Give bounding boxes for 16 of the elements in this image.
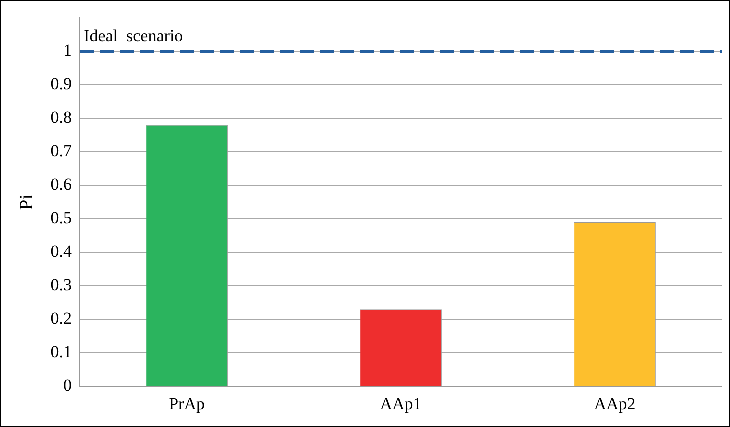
- y-tick-label: 0.5: [50, 208, 72, 228]
- y-tick-label: 1: [64, 41, 72, 60]
- y-tick-label: 0: [64, 376, 72, 396]
- y-tick-label: 0.8: [50, 108, 72, 128]
- y-tick-label: 0.7: [50, 142, 73, 161]
- y-tick-label: 0.2: [50, 309, 72, 328]
- x-tick-label: AAp1: [380, 394, 422, 414]
- y-axis-title: Pi: [16, 194, 38, 210]
- y-tick-label: 0.9: [50, 74, 72, 94]
- y-tick-label: 0.1: [50, 342, 72, 362]
- x-tick-label: AAp2: [594, 394, 636, 414]
- y-tick-label: 0.3: [50, 276, 72, 295]
- y-tick-label: 0.4: [50, 242, 73, 262]
- y-tick-label: 0.6: [50, 175, 72, 194]
- x-tick-label: PrAp: [169, 394, 205, 414]
- ref-line-label: Ideal scenario: [84, 26, 184, 46]
